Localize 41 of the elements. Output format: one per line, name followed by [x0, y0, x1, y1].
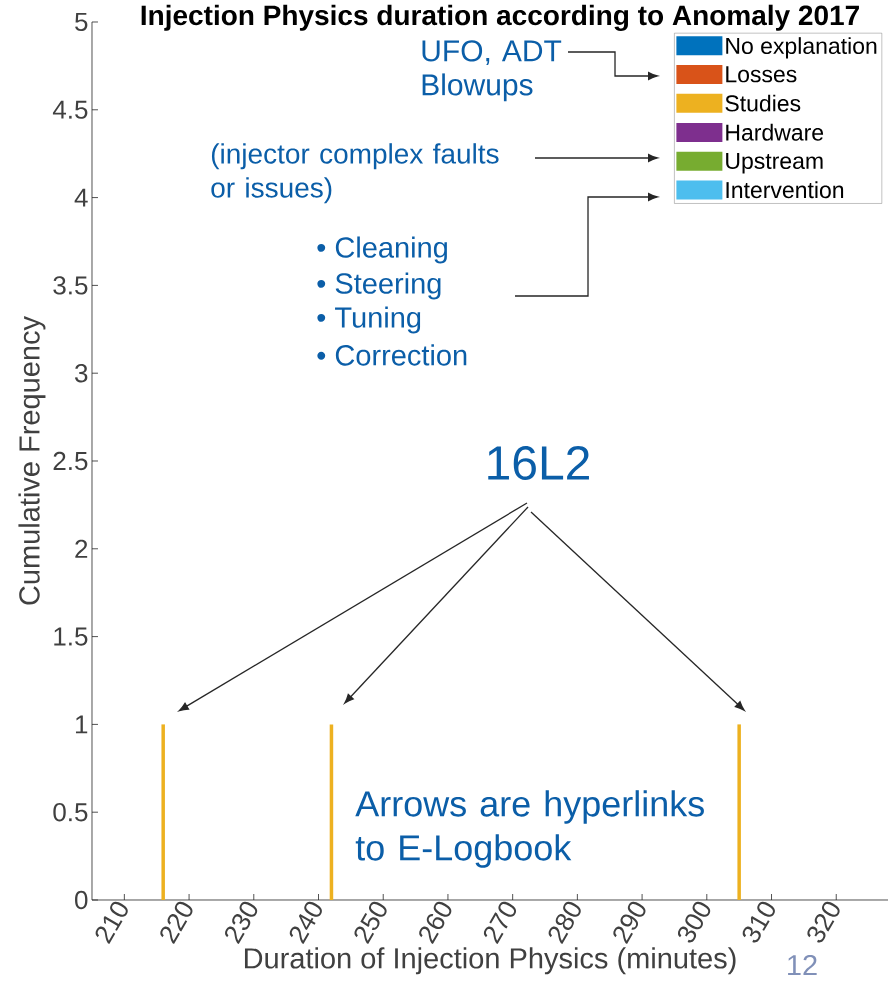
annotation: UFO, ADT Blowups [422, 40, 562, 102]
legend-label: Studies [725, 94, 801, 112]
annotation: • Correction [317, 344, 467, 366]
legend-label: Upstream [726, 152, 823, 174]
annotation: • Tuning [317, 306, 421, 334]
x-tick-label: 270 [483, 901, 517, 944]
y-tick-label: 5 [75, 12, 88, 32]
y-tick-label: 4.5 [52, 100, 88, 119]
annotation: • Cleaning [317, 236, 447, 264]
y-tick-label: 3 [75, 363, 88, 383]
x-tick-label: 220 [160, 901, 193, 944]
x-tick-label: 320 [807, 901, 840, 943]
chart-title: Injection Physics duration according to Anomaly 2017 [141, 4, 859, 31]
y-tick-label: 4 [74, 188, 88, 207]
annotation: (injector complex faults or issues) [211, 143, 499, 204]
x-tick-label: 280 [548, 901, 581, 944]
y-tick-label: 2.5 [53, 451, 88, 471]
y-tick-label: 0.5 [53, 802, 88, 822]
y-tick-label: 2 [75, 539, 88, 558]
x-axis-title: Duration of Injection Physics (minutes) [244, 947, 736, 975]
x-tick-label: 210 [95, 901, 128, 944]
y-tick-label: 0 [75, 890, 88, 910]
x-tick-label: 300 [677, 901, 711, 943]
legend-label: Intervention [726, 181, 844, 199]
x-tick-label: 290 [613, 901, 646, 944]
text: 12 [788, 954, 817, 976]
x-tick-label: 260 [419, 901, 452, 944]
x-tick-label: 250 [354, 901, 387, 944]
x-tick-label: 230 [225, 901, 258, 944]
y-tick-label: 3.5 [53, 276, 88, 295]
x-tick-label: 310 [742, 901, 775, 943]
legend-label: No explanation [726, 37, 877, 59]
legend-label: Losses [726, 66, 797, 83]
annotation: 16L2 [488, 446, 589, 480]
y-tick-label: 1.5 [54, 627, 88, 646]
y-axis-title: Cumulative Frequency [18, 316, 46, 605]
annotation: Arrows are hyperlinks to E-Logbook [355, 790, 704, 868]
legend-label: Hardware [726, 123, 824, 141]
x-tick-label: 240 [289, 901, 322, 944]
y-tick-label: 1 [75, 715, 88, 734]
annotation: • Steering [317, 272, 441, 300]
